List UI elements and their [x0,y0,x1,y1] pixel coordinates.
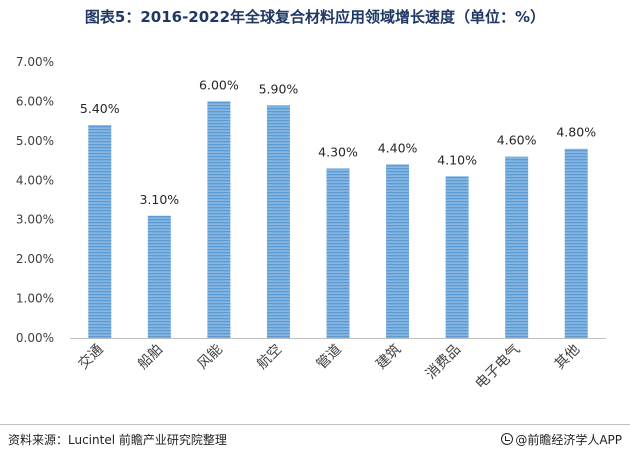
data-label: 4.10% [437,152,477,167]
data-label: 4.40% [378,141,418,156]
data-label: 4.60% [497,133,537,148]
bar-1 [88,125,112,338]
y-tick-label: 0.00% [16,331,54,345]
x-tick-label: 风能 [195,342,226,373]
bar-chart: 0.00% 1.00% 2.00% 3.00% 4.00% 5.00% 6.00% 7.00%… [16,55,606,393]
data-label: 4.80% [556,125,596,140]
y-tick-label: 2.00% [16,252,54,266]
footer: 资料来源：Lucintel 前瞻产业研究院整理 @前瞻经济学人APP [0,424,630,454]
y-tick-label: 1.00% [16,292,54,306]
bar-5 [326,168,350,338]
bars [88,101,588,338]
y-tick-label: 3.00% [16,213,54,227]
brand-credit: @前瞻经济学人APP [501,431,622,448]
x-tick-label: 消费品 [423,342,464,383]
data-label: 5.40% [80,101,120,116]
bar-2 [147,215,171,338]
bar-7 [445,176,469,338]
data-label: 4.30% [318,144,358,159]
bar-4 [266,105,290,338]
bar-6 [386,164,410,338]
x-tick-label: 船舶 [135,342,166,373]
y-tick-label: 6.00% [16,94,54,108]
x-tick-label: 建筑 [373,342,404,373]
y-axis-ticks: 0.00% 1.00% 2.00% 3.00% 4.00% 5.00% 6.00% 7.00% [16,55,54,345]
y-tick-label: 5.00% [16,134,54,148]
x-tick-label: 管道 [314,342,345,373]
data-label: 6.00% [199,77,239,92]
brand-text: @前瞻经济学人APP [515,433,622,447]
x-tick-label: 电子电气 [473,342,524,393]
bar-3 [207,101,231,338]
bar-9 [564,148,588,338]
y-tick-label: 7.00% [16,55,54,69]
x-axis-labels: 交通 船舶 风能 航空 管道 建筑 消费品 电子电气 其他 [75,341,583,393]
data-label: 3.10% [139,192,179,207]
source-note: 资料来源：Lucintel 前瞻产业研究院整理 [8,433,227,447]
brand-icon [501,433,514,445]
x-tick-label: 其他 [552,342,583,373]
data-labels: 5.40% 3.10% 6.00% 5.90% 4.30% 4.40% 4.10% 4.60%… [80,77,596,206]
data-label: 5.90% [259,81,299,96]
x-tick-label: 航空 [254,342,285,373]
bar-8 [505,156,529,338]
chart-title: 图表5：2016-2022年全球复合材料应用领域增长速度（单位：%） [84,8,546,26]
y-tick-label: 4.00% [16,173,54,187]
x-tick-label: 交通 [75,341,107,373]
